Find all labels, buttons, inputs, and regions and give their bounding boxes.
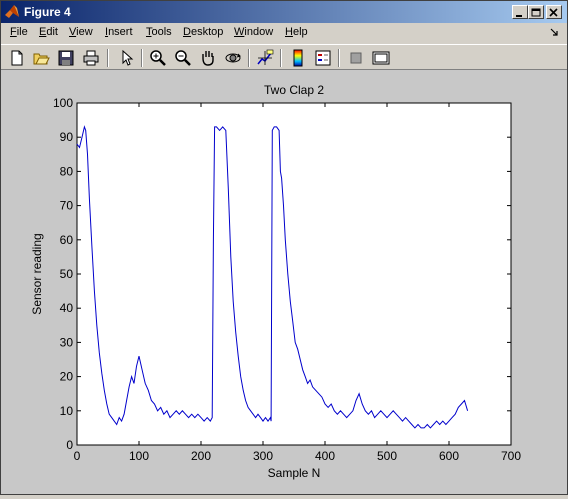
menu-help-mnemonic: H [285, 26, 293, 38]
colorbar-icon [293, 49, 303, 67]
x-tick-label: 500 [377, 449, 397, 463]
menu-window-mnemonic: W [234, 26, 245, 38]
x-tick-label: 300 [253, 449, 273, 463]
minimize-button[interactable] [512, 5, 528, 19]
matlab-logo-icon [5, 5, 19, 18]
menu-window-label: indow [244, 26, 274, 38]
menu-help-label: elp [292, 26, 308, 38]
hide-plot-tools-icon [350, 52, 362, 64]
x-tick-label: 400 [315, 449, 335, 463]
y-tick-label: 0 [66, 438, 73, 452]
colorbar-button[interactable] [288, 48, 308, 68]
y-tick-label: 20 [60, 370, 74, 384]
menu-edit-mnemonic: E [39, 26, 47, 38]
menu-view-label: iew [76, 26, 93, 38]
edit-plot-button[interactable] [116, 48, 136, 68]
menu-bar: File Edit View Insert Tools Desktop Wind… [1, 23, 567, 43]
legend-button[interactable] [313, 48, 333, 68]
save-button[interactable] [56, 48, 76, 68]
hide-plot-tools-button[interactable] [346, 48, 366, 68]
show-plot-tools-button[interactable] [371, 48, 391, 68]
open-file-icon [33, 53, 50, 65]
menu-insert-mnemonic: I [105, 26, 109, 38]
legend-icon [315, 50, 331, 66]
maximize-button[interactable] [528, 5, 544, 19]
show-plot-tools-icon [372, 51, 390, 65]
x-axis-label: Sample N [268, 466, 321, 480]
chart-title: Two Clap 2 [264, 83, 324, 97]
menu-tools[interactable]: Tools [146, 26, 172, 38]
print-button[interactable] [81, 48, 101, 68]
new-figure-icon [11, 50, 23, 66]
y-tick-label: 50 [60, 267, 74, 281]
menu-window[interactable]: Window [234, 26, 273, 38]
figure-toolbar [1, 44, 567, 70]
close-button[interactable] [546, 5, 562, 19]
close-icon [549, 8, 558, 17]
toolbar-separator [280, 49, 282, 67]
x-tick-label: 100 [129, 449, 149, 463]
maximize-icon [531, 8, 541, 17]
figure-canvas[interactable]: 0 100 200 300 400 500 600 700 0 10 20 30 40 50 60 70 80 9… [1, 70, 567, 494]
window-title: Figure 4 [24, 5, 71, 19]
menu-edit-label: dit [46, 26, 58, 38]
edit-plot-icon [122, 49, 134, 66]
y-tick-label: 70 [60, 199, 74, 213]
data-cursor-button[interactable] [255, 48, 275, 68]
menu-edit[interactable]: Edit [39, 26, 58, 38]
x-tick-label: 200 [191, 449, 211, 463]
menu-desktop-mnemonic: D [183, 26, 191, 38]
y-axis-label: Sensor reading [30, 233, 44, 314]
y-tick-label: 10 [60, 404, 74, 418]
series-line [76, 125, 469, 429]
y-tick-label: 80 [60, 164, 74, 178]
data-cursor-icon [257, 49, 274, 65]
menu-file[interactable]: File [10, 26, 28, 38]
title-bar[interactable]: Figure 4 [1, 1, 567, 23]
rotate-3d-icon [225, 53, 241, 63]
zoom-out-icon [175, 50, 191, 66]
toolbar-separator [338, 49, 340, 67]
line-chart[interactable]: 0 100 200 300 400 500 600 700 0 10 20 30 40 50 60 70 80 9… [1, 70, 567, 494]
x-tick-label: 700 [501, 449, 521, 463]
menu-tools-label: ools [151, 26, 172, 38]
menu-view[interactable]: View [69, 26, 93, 38]
toolbar-separator [141, 49, 143, 67]
zoom-out-button[interactable] [173, 48, 193, 68]
menu-help[interactable]: Help [285, 26, 308, 38]
menu-file-label: ile [16, 26, 28, 38]
dock-arrow-icon[interactable] [549, 27, 559, 39]
pan-icon [202, 51, 214, 66]
toolbar-separator [248, 49, 250, 67]
plot-axes[interactable] [76, 102, 512, 446]
print-icon [83, 50, 99, 66]
menu-file-mnemonic: F [10, 26, 17, 38]
menu-desktop[interactable]: Desktop [183, 26, 223, 38]
y-tick-label: 60 [60, 233, 74, 247]
menu-insert-label: nsert [108, 26, 133, 38]
menu-desktop-label: esktop [190, 26, 224, 38]
y-tick-label: 100 [53, 96, 73, 110]
menu-insert[interactable]: Insert [105, 26, 133, 38]
x-tick-label: 0 [74, 449, 81, 463]
rotate-3d-button[interactable] [223, 48, 243, 68]
open-file-button[interactable] [31, 48, 51, 68]
x-tick-label: 600 [439, 449, 459, 463]
save-icon [58, 50, 74, 66]
y-tick-label: 90 [60, 130, 74, 144]
menu-view-mnemonic: V [69, 26, 77, 38]
menu-tools-mnemonic: T [146, 26, 152, 38]
y-tick-label: 30 [60, 335, 74, 349]
new-figure-button[interactable] [7, 48, 27, 68]
toolbar-separator [107, 49, 109, 67]
zoom-in-icon [150, 50, 166, 66]
y-tick-label: 40 [60, 301, 74, 315]
pan-button[interactable] [198, 48, 218, 68]
zoom-in-button[interactable] [148, 48, 168, 68]
minimize-icon [516, 15, 522, 17]
